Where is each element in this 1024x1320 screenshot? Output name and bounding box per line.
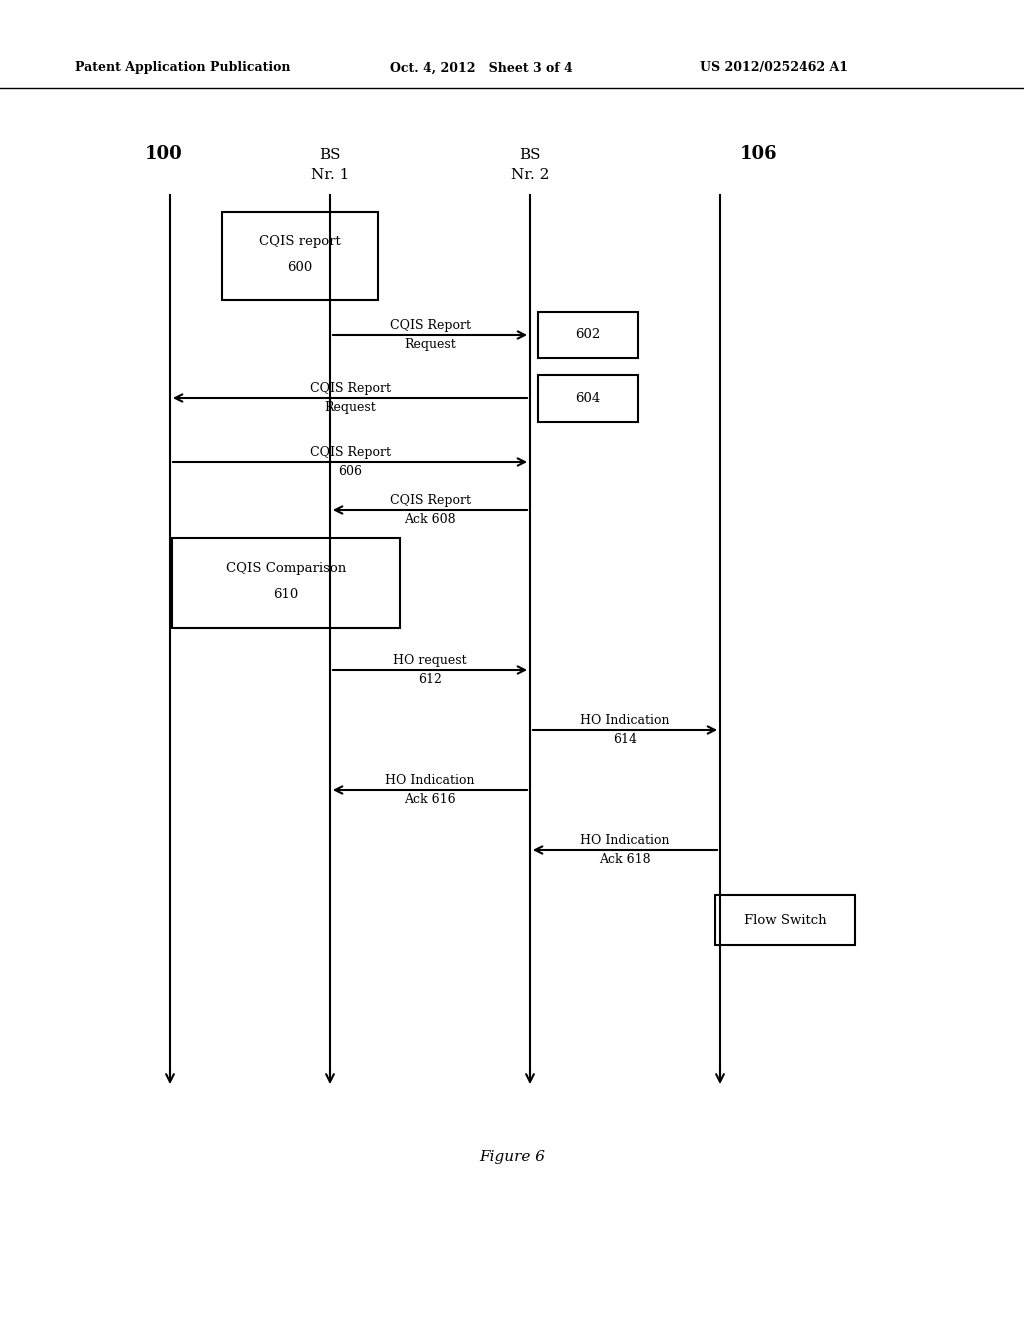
Text: 604: 604 [575,392,601,405]
Text: CQIS Comparison: CQIS Comparison [226,562,346,576]
Text: Ack 616: Ack 616 [404,793,456,807]
Text: HO Indication: HO Indication [581,714,670,727]
Text: CQIS report: CQIS report [259,235,341,248]
Text: Figure 6: Figure 6 [479,1150,545,1164]
Text: BS: BS [519,148,541,162]
Text: US 2012/0252462 A1: US 2012/0252462 A1 [700,62,848,74]
Text: Nr. 2: Nr. 2 [511,168,549,182]
Bar [172,539,400,628]
Text: HO Indication: HO Indication [581,834,670,847]
Text: Flow Switch: Flow Switch [743,913,826,927]
Text: BS: BS [319,148,341,162]
Text: 106: 106 [740,145,777,162]
Bar [538,312,638,358]
Text: 602: 602 [575,329,601,342]
Bar [222,213,378,300]
Text: CQIS Report: CQIS Report [389,319,470,333]
Text: 612: 612 [418,673,442,686]
Text: 100: 100 [145,145,182,162]
Text: CQIS Report: CQIS Report [389,494,470,507]
Text: Request: Request [404,338,456,351]
Text: Nr. 1: Nr. 1 [311,168,349,182]
Text: 610: 610 [273,587,299,601]
Text: 606: 606 [338,465,362,478]
Text: CQIS Report: CQIS Report [309,381,390,395]
Text: Ack 608: Ack 608 [404,513,456,525]
Text: Oct. 4, 2012   Sheet 3 of 4: Oct. 4, 2012 Sheet 3 of 4 [390,62,572,74]
Text: Patent Application Publication: Patent Application Publication [75,62,291,74]
Text: HO request: HO request [393,653,467,667]
Text: CQIS Report: CQIS Report [309,446,390,459]
Text: HO Indication: HO Indication [385,774,475,787]
Bar [538,375,638,422]
Text: Request: Request [325,401,376,414]
Text: 600: 600 [288,261,312,275]
Text: Ack 618: Ack 618 [599,853,651,866]
Text: 614: 614 [613,733,637,746]
Bar [715,895,855,945]
